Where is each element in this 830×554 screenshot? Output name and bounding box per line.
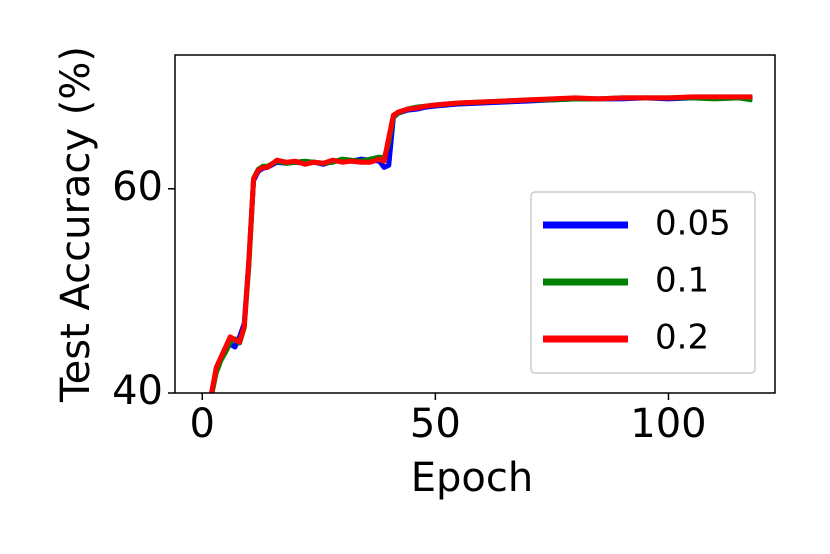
x-tick-label: 0 xyxy=(190,401,215,447)
y-tick-label: 40 xyxy=(112,368,163,414)
x-tick-label: 50 xyxy=(410,401,461,447)
legend-label: 0.05 xyxy=(655,204,731,244)
plot-lines xyxy=(209,94,753,393)
x-axis-label: Epoch xyxy=(411,455,533,501)
legend-label: 0.1 xyxy=(655,261,709,301)
x-tick-label: 100 xyxy=(630,401,706,447)
legend-label: 0.2 xyxy=(655,318,709,358)
series-line xyxy=(209,94,753,393)
y-axis-label: Test Accuracy (%) xyxy=(53,46,99,403)
y-tick-label: 60 xyxy=(112,164,163,210)
plot-frame xyxy=(174,54,776,394)
legend-box xyxy=(530,191,756,374)
